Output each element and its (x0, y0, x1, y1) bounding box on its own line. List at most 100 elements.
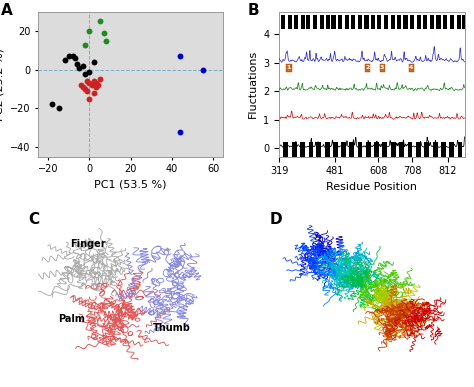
Point (65, 53, 73, 59)
Point (102, 38, 109, 44)
Point (82, 70, 89, 77)
Point (86, 28, 93, 34)
Bar (374, 142, 379, 157)
Bar (458, 142, 463, 157)
Bar (320, 14, 324, 29)
Bar (313, 14, 317, 29)
Point (73, 61, 81, 67)
Point (88, 82, 95, 88)
Bar (301, 14, 305, 29)
Point (80, 84, 87, 90)
Bar (292, 142, 297, 157)
Bar (450, 14, 454, 29)
Bar (424, 142, 429, 157)
Bar (457, 14, 461, 29)
Point (69, 53, 77, 59)
Bar (300, 142, 305, 157)
Bar (391, 14, 395, 29)
Text: Thumb: Thumb (153, 323, 191, 333)
X-axis label: PC1 (53.5 %): PC1 (53.5 %) (94, 180, 167, 190)
Bar (384, 14, 388, 29)
Text: D: D (270, 212, 283, 227)
Bar (337, 14, 342, 29)
FancyBboxPatch shape (286, 63, 292, 72)
Bar (349, 142, 354, 157)
Bar (341, 142, 346, 157)
Point (176, 128, 184, 135)
Point (75, 65, 83, 71)
Bar (429, 14, 434, 29)
Point (92, 84, 100, 90)
Bar (449, 142, 454, 157)
Point (83, 78, 91, 84)
Point (199, 67, 207, 73)
Bar (351, 14, 356, 29)
Point (100, 30, 108, 36)
Point (90, 78, 97, 84)
Point (86, 68, 93, 75)
Bar (382, 142, 387, 157)
Bar (443, 14, 447, 29)
FancyBboxPatch shape (409, 63, 414, 72)
Bar (391, 142, 396, 157)
Point (48, 101, 56, 108)
Bar (326, 14, 330, 29)
Point (61, 57, 69, 63)
Point (77, 82, 85, 88)
FancyBboxPatch shape (380, 63, 385, 72)
Point (96, 18, 103, 24)
Bar (410, 14, 414, 29)
Point (82, 41, 89, 48)
Bar (462, 14, 466, 29)
Bar (283, 142, 288, 157)
Point (90, 90, 97, 96)
Point (94, 82, 101, 88)
Bar (403, 14, 408, 29)
Bar (371, 14, 375, 29)
Point (96, 76, 103, 82)
Text: C: C (28, 212, 40, 227)
Text: A: A (1, 3, 13, 18)
Bar (397, 14, 401, 29)
Point (176, 53, 184, 59)
Bar (377, 14, 381, 29)
Text: 4: 4 (409, 65, 414, 70)
Y-axis label: PC2 (25.2 %): PC2 (25.2 %) (0, 48, 4, 121)
Bar (433, 142, 438, 157)
Y-axis label: Fluctuations: Fluctuations (247, 50, 257, 118)
Bar (365, 14, 368, 29)
Bar (416, 142, 420, 157)
Bar (423, 14, 428, 29)
Bar (281, 14, 285, 29)
Bar (357, 142, 362, 157)
Bar (366, 142, 371, 157)
Bar (357, 14, 362, 29)
Point (80, 63, 87, 69)
Point (71, 55, 79, 61)
Bar (331, 14, 336, 29)
Point (82, 86, 89, 92)
Bar (345, 14, 349, 29)
Point (86, 96, 93, 102)
Point (86, 80, 93, 86)
Point (83, 88, 91, 94)
Bar (400, 142, 404, 157)
Point (92, 80, 100, 86)
Bar (325, 142, 330, 157)
Bar (317, 142, 321, 157)
Bar (441, 142, 446, 157)
Bar (417, 14, 420, 29)
Text: 2: 2 (365, 65, 370, 70)
Bar (333, 142, 337, 157)
Text: Palm: Palm (58, 314, 85, 324)
Bar (309, 142, 313, 157)
Text: 3: 3 (380, 65, 384, 70)
Bar (294, 14, 298, 29)
Bar (408, 142, 412, 157)
Bar (288, 14, 292, 29)
X-axis label: Residue Position: Residue Position (326, 182, 417, 192)
FancyBboxPatch shape (365, 63, 371, 72)
Text: Finger: Finger (70, 239, 106, 249)
Bar (437, 14, 440, 29)
Text: B: B (247, 3, 259, 18)
